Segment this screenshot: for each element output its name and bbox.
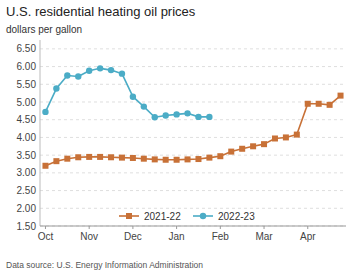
point — [86, 154, 92, 160]
point — [217, 153, 223, 159]
grid-line — [40, 155, 346, 156]
x-tick — [132, 226, 133, 229]
grid-line — [40, 190, 346, 191]
point — [119, 70, 125, 76]
point — [119, 155, 125, 161]
point — [163, 157, 169, 163]
point — [327, 102, 333, 108]
point — [53, 85, 59, 91]
y-tick-label: 4.00 — [17, 132, 37, 143]
point — [305, 101, 311, 107]
series — [42, 65, 212, 120]
grid-line — [40, 226, 346, 227]
series-line — [45, 96, 340, 166]
legend-marker — [126, 213, 132, 219]
y-tick-label: 6.50 — [17, 43, 37, 54]
x-tick-label: Feb — [212, 231, 230, 242]
annotation: Data source: U.S. Energy Information Adm… — [6, 260, 203, 270]
point — [42, 109, 48, 115]
y-tick-label: 4.50 — [17, 114, 37, 125]
point — [75, 154, 81, 160]
y-tick-label: 3.00 — [17, 167, 37, 178]
point — [97, 154, 103, 160]
chart: U.S. residential heating oil prices dolla… — [0, 0, 354, 279]
y-axis-label: dollars per gallon — [6, 24, 82, 35]
point — [108, 67, 114, 73]
x-tick — [220, 226, 221, 229]
grid — [40, 49, 346, 226]
point — [272, 135, 278, 141]
x-tick-label: Nov — [80, 231, 98, 242]
y-tick-label: 3.50 — [17, 150, 37, 161]
x-tick — [176, 226, 177, 229]
series — [42, 93, 343, 169]
title: U.S. residential heating oil prices — [6, 4, 196, 19]
grid-line — [40, 137, 346, 138]
y-tick-label: 6.00 — [17, 61, 37, 72]
grid-line — [40, 208, 346, 209]
y-tick-label: 2.50 — [17, 185, 37, 196]
grid-line — [40, 48, 346, 49]
point — [195, 114, 201, 120]
point — [239, 146, 245, 152]
legend-marker — [200, 213, 206, 219]
point — [130, 93, 136, 99]
legend-label: 2022-23 — [218, 211, 255, 222]
legend-label: 2021-22 — [144, 211, 181, 222]
point — [42, 163, 48, 169]
point — [173, 111, 179, 117]
y-tick-label: 5.00 — [17, 97, 37, 108]
point — [64, 72, 70, 78]
point — [283, 134, 289, 140]
y-tick-label: 5.50 — [17, 79, 37, 90]
point — [250, 143, 256, 149]
x-tick — [45, 226, 46, 229]
point — [141, 156, 147, 162]
point — [195, 156, 201, 162]
point — [184, 110, 190, 116]
point — [261, 141, 267, 147]
point — [97, 65, 103, 71]
point — [130, 155, 136, 161]
data-area — [42, 65, 343, 169]
x-axis-line — [40, 226, 346, 227]
point — [75, 73, 81, 79]
x-tick-label: Oct — [38, 231, 54, 242]
grid-line — [40, 119, 346, 120]
point — [174, 157, 180, 163]
grid-line — [40, 172, 346, 173]
grid-line — [40, 66, 346, 67]
point — [152, 156, 158, 162]
point — [206, 114, 212, 120]
point — [64, 156, 70, 162]
point — [228, 149, 234, 155]
x-tick — [264, 226, 265, 229]
point — [162, 112, 168, 118]
y-axis-line — [40, 40, 41, 226]
x-tick-label: Apr — [300, 231, 316, 242]
point — [141, 103, 147, 109]
x-tick-label: Mar — [255, 231, 273, 242]
point — [86, 68, 92, 74]
point — [53, 158, 59, 164]
point — [338, 93, 344, 99]
grid-line — [40, 84, 346, 85]
y-tick-label: 1.50 — [17, 221, 37, 232]
point — [108, 154, 114, 160]
x-tick — [89, 226, 90, 229]
point — [316, 101, 322, 107]
legend: 2021-22 2022-23 — [119, 211, 255, 222]
point — [206, 155, 212, 161]
series-line — [45, 68, 209, 117]
grid-line — [40, 102, 346, 103]
x-tick — [307, 226, 308, 229]
point — [294, 132, 300, 138]
x-tick-label: Dec — [124, 231, 142, 242]
point — [152, 114, 158, 120]
y-tick-label: 2.00 — [17, 203, 37, 214]
x-tick-label: Jan — [169, 231, 185, 242]
point — [185, 156, 191, 162]
